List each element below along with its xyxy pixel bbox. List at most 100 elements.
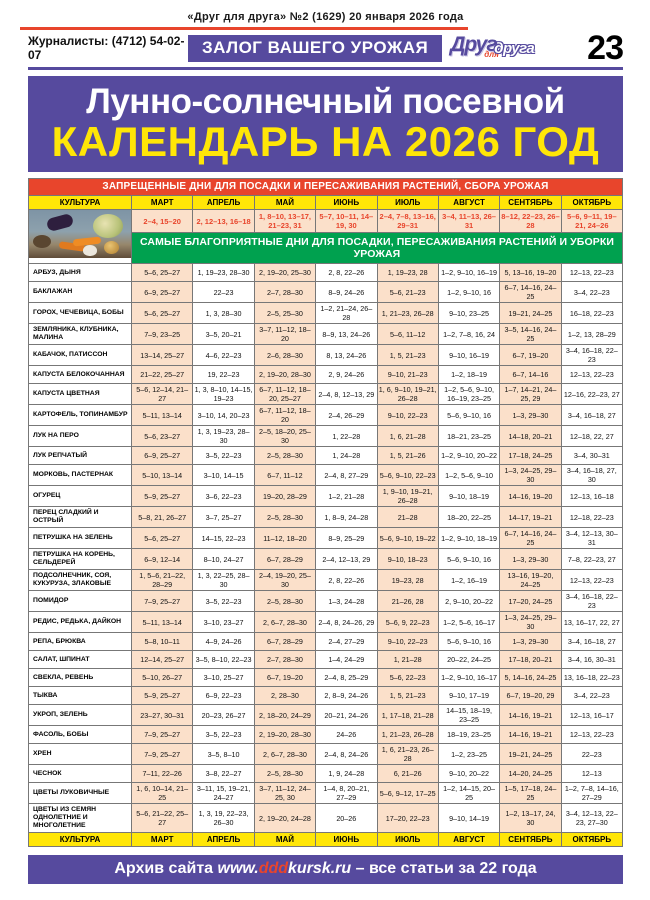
crop-row: БАКЛАЖАН 6–9, 25–27 22–23 2–7, 28–30 8–9, 24… xyxy=(28,281,624,303)
title-line-1: Лунно-солнечный посевной xyxy=(86,82,565,121)
favorable-dates-cell: 5–8, 10–11 xyxy=(130,632,194,651)
favorable-dates-cell: 5–6, 25–27 xyxy=(130,263,194,282)
journalists-phone: Журналисты: (4712) 54-02-07 xyxy=(28,34,185,62)
site-url: www.dddkursk.ru xyxy=(218,860,356,877)
favorable-dates-cell: 2, 19–20, 28–30 xyxy=(253,365,317,384)
favorable-dates-cell: 1, 21–28 xyxy=(376,650,439,669)
forbidden-days-cell: 2–4, 7–8, 13–16, 29–31 xyxy=(376,209,439,233)
favorable-dates-cell: 1–2, 23–25 xyxy=(437,743,501,765)
favorable-dates-cell: 2–4, 12–13, 29 xyxy=(315,548,378,570)
favorable-dates-cell: 1–2, 9–10, 18–19 xyxy=(437,527,501,549)
page-title: Лунно-солнечный посевной КАЛЕНДАРЬ НА 20… xyxy=(28,76,623,172)
favorable-dates-cell: 2, 6–7, 28–30 xyxy=(253,611,317,633)
favorable-dates-cell: 1–2, 9–10, 20–22 xyxy=(437,446,501,465)
vegetables-photo xyxy=(29,210,131,258)
column-header-month: ОКТЯБРЬ xyxy=(560,195,624,210)
favorable-dates-cell: 2–4, 8, 24–26, 29 xyxy=(315,611,378,633)
title-line-2: КАЛЕНДАРЬ НА 2026 ГОД xyxy=(51,118,600,165)
calendar-body: ЗАПРЕЩЕННЫЕ ДНИ ДЛЯ ПОСАДКИ И ПЕРЕСАЖИВА… xyxy=(28,178,624,847)
favorable-dates-cell: 1–4, 24–29 xyxy=(315,650,378,669)
crop-row: ЦВЕТЫ ИЗ СЕМЯН ОДНОЛЕТНИЕ И МНОГОЛЕТНИЕ 5… xyxy=(28,803,624,833)
favorable-header-row: САМЫЕ БЛАГОПРИЯТНЫЕ ДНИ ДЛЯ ПОСАДКИ, ПЕР… xyxy=(29,232,623,264)
crop-name: КАПУСТА ЦВЕТНАЯ xyxy=(28,383,132,405)
favorable-dates-cell: 12–13, 22–23 xyxy=(560,263,624,282)
favorable-dates-cell: 7–9, 25–27 xyxy=(130,590,194,612)
favorable-dates-cell: 1, 5–6, 21–22, 28–29 xyxy=(130,569,194,591)
favorable-dates-cell: 9–10, 21–23 xyxy=(376,365,439,384)
favorable-dates-cell: 19, 22–23 xyxy=(192,365,255,384)
favorable-dates-cell: 14–18, 20–21 xyxy=(499,425,562,447)
favorable-dates-cell: 2–4, 26–29 xyxy=(315,404,378,426)
favorable-dates-cell: 19–23, 28 xyxy=(376,569,439,591)
favorable-dates-cell: 5–11, 13–14 xyxy=(130,611,194,633)
favorable-dates-cell: 19–21, 24–25 xyxy=(499,302,562,324)
favorable-dates-cell: 3–7, 11–12, 24–25, 30 xyxy=(253,782,317,804)
favorable-dates-cell: 24–26 xyxy=(315,725,378,744)
forbidden-days-cell: 2, 12–13, 16–18 xyxy=(192,209,255,233)
favorable-dates-cell: 5–9, 25–27 xyxy=(130,686,194,705)
favorable-dates-cell: 18–20, 22–25 xyxy=(437,506,501,528)
favorable-dates-cell: 5–8, 21, 26–27 xyxy=(130,506,194,528)
favorable-dates-cell: 1, 19–23, 28 xyxy=(376,263,439,282)
favorable-dates-cell: 5–6, 9, 22–23 xyxy=(376,611,439,633)
favorable-dates-cell: 9–10, 22–23 xyxy=(376,632,439,651)
favorable-dates-cell: 3–5, 22–23 xyxy=(192,725,255,744)
favorable-dates-cell: 4–9, 24–26 xyxy=(192,632,255,651)
favorable-dates-cell: 1, 6, 10–14, 21–25 xyxy=(130,782,194,804)
planting-calendar-table: ЗАПРЕЩЕННЫЕ ДНИ ДЛЯ ПОСАДКИ И ПЕРЕСАЖИВА… xyxy=(28,178,624,847)
favorable-dates-cell: 3–4, 16–18, 22–23 xyxy=(560,344,624,366)
favorable-dates-cell: 1, 21–23, 26–28 xyxy=(376,302,439,324)
favorable-dates-cell: 12–13, 16–17 xyxy=(560,704,624,726)
favorable-dates-cell: 19–21, 24–25 xyxy=(499,743,562,765)
favorable-dates-cell: 14–15, 22–23 xyxy=(192,527,255,549)
favorable-dates-cell: 2, 8–9, 24–26 xyxy=(315,686,378,705)
favorable-dates-cell: 1, 22–28 xyxy=(315,425,378,447)
favorable-dates-cell: 17–18, 24–25 xyxy=(499,446,562,465)
column-header-month: ИЮНЬ xyxy=(315,832,378,847)
crop-name: ПЕТРУШКА НА ЗЕЛЕНЬ xyxy=(28,527,132,549)
favorable-dates-cell: 16–18, 22–23 xyxy=(560,302,624,324)
favorable-dates-cell: 5–6, 9–10, 22–23 xyxy=(376,464,439,486)
favorable-dates-cell: 1, 3, 19–23, 28–30 xyxy=(192,425,255,447)
favorable-dates-cell: 12–13, 22–23 xyxy=(560,365,624,384)
favorable-dates-cell: 2–5, 28–30 xyxy=(253,764,317,783)
cabbage-icon xyxy=(93,214,123,238)
issue-line: «Друг для друга» №2 (1629) 20 января 202… xyxy=(187,11,464,23)
favorable-dates-cell: 6–7, 28–29 xyxy=(253,548,317,570)
crop-row: ПЕТРУШКА НА КОРЕНЬ, СЕЛЬДЕРЕЙ 6–9, 12–14 8… xyxy=(28,548,624,570)
favorable-dates-cell: 1–2, 14–15, 20–25 xyxy=(437,782,501,804)
favorable-dates-cell: 6–7, 11–12, 18–20, 25–27 xyxy=(253,383,317,405)
column-header-month: МАЙ xyxy=(253,832,317,847)
favorable-dates-cell: 2, 9, 24–26 xyxy=(315,365,378,384)
crop-name: МОРКОВЬ, ПАСТЕРНАК xyxy=(28,464,132,486)
favorable-dates-cell: 3–5, 22–23 xyxy=(192,590,255,612)
favorable-dates-cell: 11–12, 18–20 xyxy=(253,527,317,549)
favorable-dates-cell: 17–18, 20–21 xyxy=(499,650,562,669)
favorable-dates-cell: 2, 19–20, 25–30 xyxy=(253,263,317,282)
favorable-dates-cell: 1, 24–28 xyxy=(315,446,378,465)
favorable-dates-cell: 1–2, 13–17, 24, 30 xyxy=(499,803,562,833)
favorable-dates-cell: 3–4, 16–18, 22–23 xyxy=(560,590,624,612)
favorable-dates-cell: 8–9, 13, 24–26 xyxy=(315,323,378,345)
crop-name: КАРТОФЕЛЬ, ТОПИНАМБУР xyxy=(28,404,132,426)
crop-row: ТЫКВА 5–9, 25–27 6–9, 22–23 2, 28–30 2, 8–9,… xyxy=(28,686,624,705)
favorable-dates-cell: 2, 28–30 xyxy=(253,686,317,705)
favorable-dates-cell: 14–16, 19–21 xyxy=(499,725,562,744)
favorable-dates-cell: 2–5, 25–30 xyxy=(253,302,317,324)
favorable-dates-cell: 20–26 xyxy=(315,803,378,833)
crop-row: ЧЕСНОК 7–11, 22–26 3–8, 22–27 2–5, 28–30 1, … xyxy=(28,764,624,783)
favorable-dates-cell: 6–7, 11–12, 18–20 xyxy=(253,404,317,426)
column-header-month: ИЮНЬ xyxy=(315,195,378,210)
column-header-month: ИЮЛЬ xyxy=(376,195,439,210)
crop-name: СВЕКЛА, РЕВЕНЬ xyxy=(28,668,132,687)
favorable-dates-cell: 1–3, 24–28 xyxy=(315,590,378,612)
favorable-dates-cell: 6–7, 19–20, 29 xyxy=(499,686,562,705)
url-kursk: kursk.ru xyxy=(288,860,352,877)
favorable-dates-cell: 3–5, 22–23 xyxy=(192,446,255,465)
crop-name: ФАСОЛЬ, БОБЫ xyxy=(28,725,132,744)
favorable-dates-cell: 1–2, 9–10, 16–17 xyxy=(437,668,501,687)
favorable-dates-cell: 23–27, 30–31 xyxy=(130,704,194,726)
crop-name: ПЕТРУШКА НА КОРЕНЬ, СЕЛЬДЕРЕЙ xyxy=(28,548,132,570)
crop-name: КАПУСТА БЕЛОКОЧАННАЯ xyxy=(28,365,132,384)
favorable-dates-cell: 7–8, 22–23, 27 xyxy=(560,548,624,570)
